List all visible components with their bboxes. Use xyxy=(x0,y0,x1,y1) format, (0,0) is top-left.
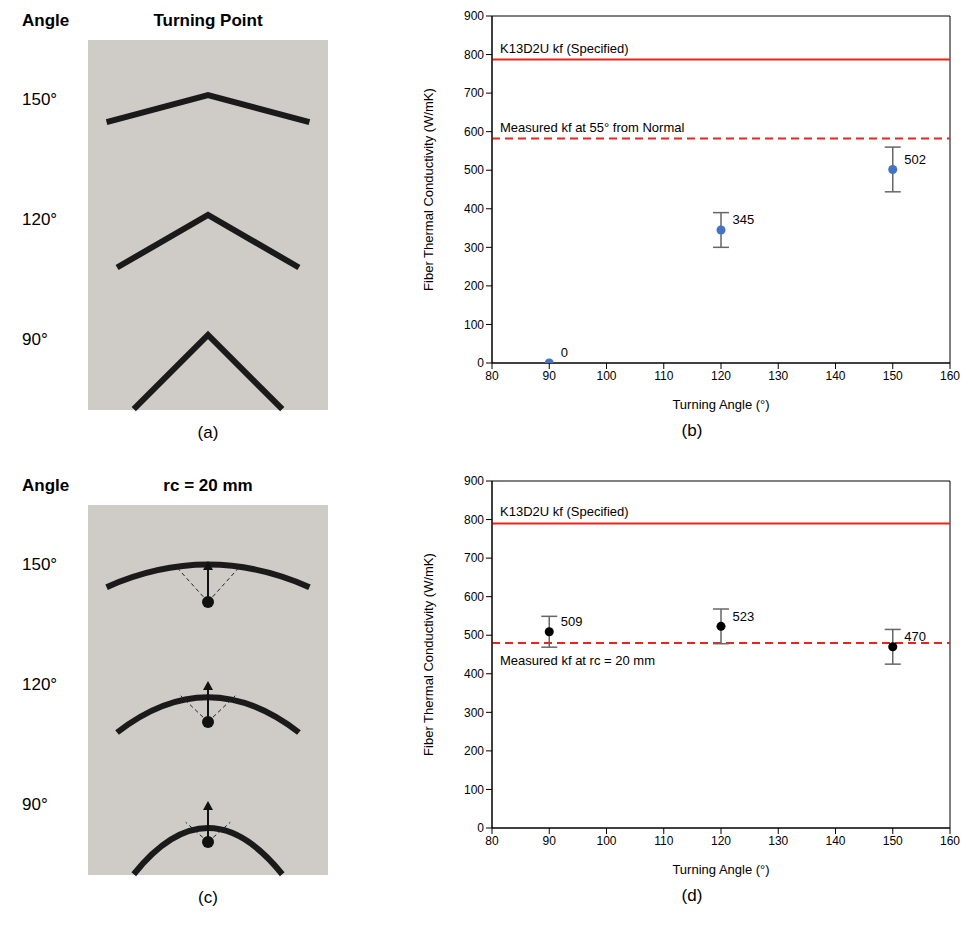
svg-text:345: 345 xyxy=(733,212,755,227)
svg-text:110: 110 xyxy=(654,834,673,848)
svg-text:400: 400 xyxy=(464,667,484,681)
svg-text:Turning Angle (°): Turning Angle (°) xyxy=(672,862,769,877)
svg-text:700: 700 xyxy=(464,551,484,565)
svg-text:100: 100 xyxy=(464,783,484,797)
svg-text:80: 80 xyxy=(485,369,499,383)
svg-text:160: 160 xyxy=(940,369,960,383)
svg-text:80: 80 xyxy=(485,834,499,848)
html-text:(b): (b) xyxy=(681,421,703,440)
svg-text:Turning Point: Turning Point xyxy=(153,11,263,30)
svg-text:200: 200 xyxy=(464,279,484,293)
svg-text:(a): (a) xyxy=(198,423,219,442)
svg-text:150: 150 xyxy=(883,834,903,848)
svg-text:120°: 120° xyxy=(22,675,57,694)
svg-text:90°: 90° xyxy=(22,330,48,349)
svg-text:Fiber Thermal Conductivity (W/: Fiber Thermal Conductivity (W/mK) xyxy=(421,88,436,291)
svg-text:160: 160 xyxy=(940,834,960,848)
svg-text:120: 120 xyxy=(711,369,731,383)
svg-text:500: 500 xyxy=(464,628,484,642)
svg-text:150°: 150° xyxy=(22,555,57,574)
svg-text:90°: 90° xyxy=(22,795,48,814)
svg-text:Turning Angle (°): Turning Angle (°) xyxy=(672,397,769,412)
svg-text:900: 900 xyxy=(464,474,484,488)
svg-text:120: 120 xyxy=(711,834,731,848)
svg-text:140: 140 xyxy=(825,834,845,848)
svg-text:150°: 150° xyxy=(22,90,57,109)
html-text:(d): (d) xyxy=(681,886,703,905)
svg-text:Measured kf at rc = 20 mm: Measured kf at rc = 20 mm xyxy=(500,653,655,668)
svg-text:800: 800 xyxy=(464,48,484,62)
svg-text:100: 100 xyxy=(596,369,616,383)
svg-text:120°: 120° xyxy=(22,210,57,229)
svg-text:130: 130 xyxy=(768,369,788,383)
svg-text:150: 150 xyxy=(883,369,903,383)
svg-text:Angle: Angle xyxy=(22,11,69,30)
svg-text:K13D2U kf (Specified): K13D2U kf (Specified) xyxy=(500,41,629,56)
svg-text:502: 502 xyxy=(904,152,926,167)
svg-text:509: 509 xyxy=(561,614,583,629)
svg-text:600: 600 xyxy=(464,125,484,139)
svg-text:100: 100 xyxy=(464,318,484,332)
svg-text:200: 200 xyxy=(464,744,484,758)
svg-text:Fiber Thermal Conductivity (W/: Fiber Thermal Conductivity (W/mK) xyxy=(421,553,436,756)
svg-text:Measured kf at 55° from Normal: Measured kf at 55° from Normal xyxy=(500,120,684,135)
svg-text:500: 500 xyxy=(464,163,484,177)
svg-text:90: 90 xyxy=(543,834,557,848)
svg-text:rc = 20 mm: rc = 20 mm xyxy=(163,476,252,495)
svg-text:100: 100 xyxy=(596,834,616,848)
svg-text:700: 700 xyxy=(464,86,484,100)
svg-text:0: 0 xyxy=(561,345,568,360)
svg-text:523: 523 xyxy=(733,609,755,624)
svg-text:300: 300 xyxy=(464,706,484,720)
svg-text:900: 900 xyxy=(464,9,484,23)
svg-text:K13D2U kf (Specified): K13D2U kf (Specified) xyxy=(500,504,629,519)
svg-text:(c): (c) xyxy=(198,888,218,907)
svg-text:130: 130 xyxy=(768,834,788,848)
svg-text:Angle: Angle xyxy=(22,476,69,495)
svg-text:90: 90 xyxy=(543,369,557,383)
svg-text:400: 400 xyxy=(464,202,484,216)
svg-text:0: 0 xyxy=(477,821,484,835)
svg-text:800: 800 xyxy=(464,513,484,527)
svg-text:110: 110 xyxy=(654,369,673,383)
svg-text:600: 600 xyxy=(464,590,484,604)
svg-text:0: 0 xyxy=(477,356,484,370)
svg-text:140: 140 xyxy=(825,369,845,383)
svg-text:470: 470 xyxy=(904,629,926,644)
svg-text:300: 300 xyxy=(464,241,484,255)
